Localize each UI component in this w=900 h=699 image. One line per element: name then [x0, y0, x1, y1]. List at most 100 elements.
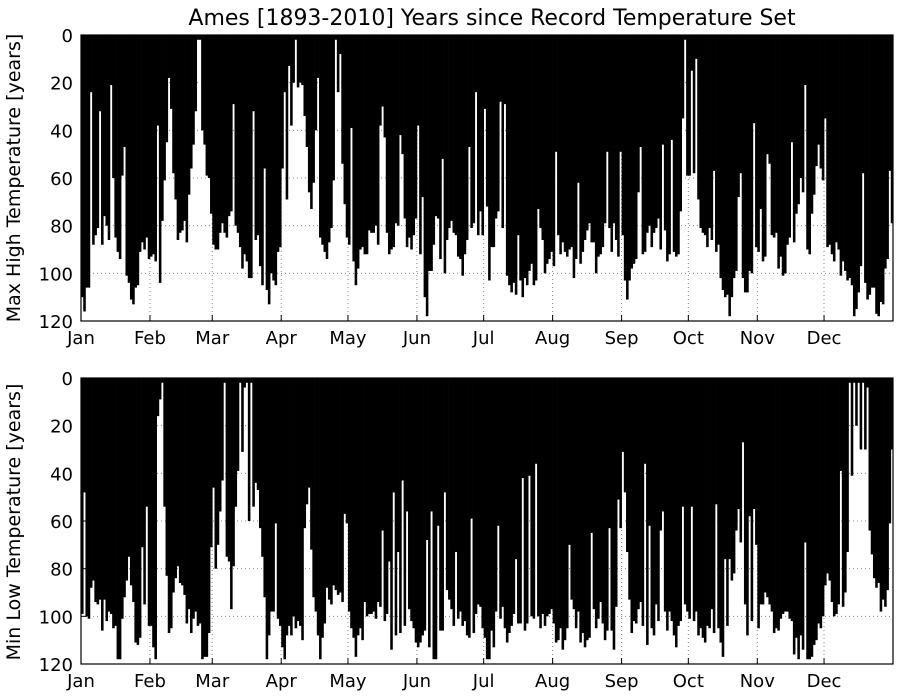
bar-min-low-day-350: [857, 378, 860, 383]
bar-max-high-day-17: [116, 35, 120, 252]
y-tick-label-max-high-20: 20: [50, 74, 73, 95]
bar-min-low-day-174: [465, 378, 469, 636]
bar-min-low-day-154: [421, 378, 424, 636]
bar-max-high-day-200: [523, 35, 527, 279]
bar-min-low-day-265: [668, 378, 671, 612]
bar-max-high-day-324: [799, 35, 803, 178]
bar-max-high-day-361: [881, 35, 885, 305]
x-tick-label-max-high-Jan: Jan: [66, 328, 95, 349]
bar-min-low-day-244: [621, 378, 625, 452]
bar-max-high-day-323: [797, 35, 800, 205]
bar-min-low-day-63: [218, 378, 222, 512]
bar-min-low-day-323: [797, 378, 800, 660]
x-tick-label-min-low-Nov: Nov: [740, 671, 775, 692]
bar-max-high-day-130: [367, 35, 371, 231]
bar-max-high-day-240: [612, 35, 616, 224]
bar-max-high-day-297: [739, 35, 743, 174]
bar-max-high-day-88: [274, 35, 278, 286]
bar-min-low-day-113: [330, 378, 333, 605]
bar-max-high-day-291: [726, 35, 729, 295]
x-tick-label-max-high-Jul: Jul: [472, 328, 495, 349]
bar-max-high-day-8: [96, 35, 100, 229]
bar-max-high-day-108: [319, 35, 322, 238]
bar-min-low-day-237: [606, 378, 609, 631]
bar-min-low-day-204: [532, 378, 536, 619]
bar-min-low-day-115: [334, 378, 338, 591]
bar-min-low-day-170: [456, 378, 460, 619]
bar-max-high-day-134: [376, 35, 380, 245]
bar-max-high-day-314: [777, 35, 780, 269]
bar-max-high-day-112: [327, 35, 331, 243]
bar-max-high-day-308: [763, 35, 767, 257]
bar-min-low-day-358: [875, 378, 878, 588]
bar-max-high-day-365: [890, 35, 894, 224]
bar-min-low-day-74: [243, 378, 246, 388]
bar-max-high-day-54: [198, 35, 202, 40]
bar-min-low-day-58: [207, 378, 211, 634]
x-tick-label-min-low-Mar: Mar: [195, 671, 230, 692]
bar-max-high-day-61: [214, 35, 218, 250]
bar-min-low-day-35: [156, 378, 160, 417]
bar-max-high-day-30: [145, 35, 149, 238]
bar-min-low-day-7: [94, 378, 97, 603]
y-tick-label-min-low-80: 80: [50, 560, 73, 581]
bar-min-low-day-286: [715, 378, 718, 505]
bar-min-low-day-162: [439, 378, 442, 631]
bar-min-low-day-20: [123, 378, 126, 598]
bar-min-low-day-117: [339, 378, 342, 593]
bar-max-high-day-352: [861, 35, 865, 174]
bar-min-low-day-360: [879, 378, 883, 612]
bar-min-low-day-84: [265, 378, 269, 660]
bar-min-low-day-205: [534, 378, 538, 464]
bar-max-high-day-99: [299, 35, 302, 83]
bar-min-low-day-365: [890, 378, 894, 450]
bar-max-high-day-9: [98, 35, 102, 112]
bar-max-high-day-208: [541, 35, 545, 240]
bar-max-high-day-264: [666, 35, 669, 262]
bar-min-low-day-130: [367, 378, 371, 614]
bar-min-low-day-86: [270, 378, 273, 612]
bar-min-low-day-37: [161, 378, 164, 383]
bar-min-low-day-300: [746, 378, 749, 636]
bar-min-low-day-266: [670, 378, 674, 622]
bar-min-low-day-95: [290, 378, 293, 636]
bar-min-low-day-111: [325, 378, 329, 588]
bar-max-high-day-43: [174, 35, 178, 200]
bar-min-low-day-240: [612, 378, 616, 650]
bar-max-high-day-199: [521, 35, 525, 298]
bar-max-high-day-125: [356, 35, 360, 269]
bar-max-high-day-93: [285, 35, 289, 200]
bar-min-low-day-77: [250, 378, 253, 383]
bar-max-high-day-179: [476, 35, 480, 236]
bar-min-low-day-318: [786, 378, 789, 612]
bar-min-low-day-215: [557, 378, 560, 641]
bar-max-high-day-113: [330, 35, 333, 229]
bar-max-high-day-255: [646, 35, 649, 233]
bar-max-high-day-136: [381, 35, 384, 107]
bar-max-high-day-157: [428, 35, 431, 271]
bar-min-low-day-310: [768, 378, 771, 605]
bar-min-low-day-41: [169, 378, 173, 629]
bar-max-high-day-39: [165, 35, 169, 143]
bar-max-high-day-152: [416, 35, 420, 126]
bar-min-low-day-31: [147, 378, 151, 626]
bar-max-high-day-364: [888, 35, 892, 171]
bar-min-low-day-346: [848, 378, 852, 383]
x-tick-label-max-high-Jun: Jun: [402, 328, 431, 349]
y-tick-label-min-low-120: 120: [39, 655, 73, 676]
bar-max-high-day-53: [196, 35, 200, 40]
bar-min-low-day-283: [708, 378, 711, 629]
bar-min-low-day-202: [528, 378, 531, 476]
bar-min-low-day-83: [263, 378, 266, 598]
bar-max-high-day-143: [396, 35, 400, 226]
bar-min-low-day-93: [285, 378, 289, 636]
chart-title: Ames [1893-2010] Years since Record Temp…: [188, 6, 796, 31]
bar-min-low-day-135: [379, 378, 382, 607]
bar-min-low-day-357: [872, 378, 876, 579]
bar-min-low-day-238: [608, 378, 611, 529]
bar-max-high-day-331: [815, 35, 818, 167]
bar-min-low-day-257: [650, 378, 654, 629]
bar-min-low-day-176: [470, 378, 473, 519]
bar-min-low-day-60: [212, 378, 215, 488]
bar-min-low-day-246: [626, 378, 629, 552]
